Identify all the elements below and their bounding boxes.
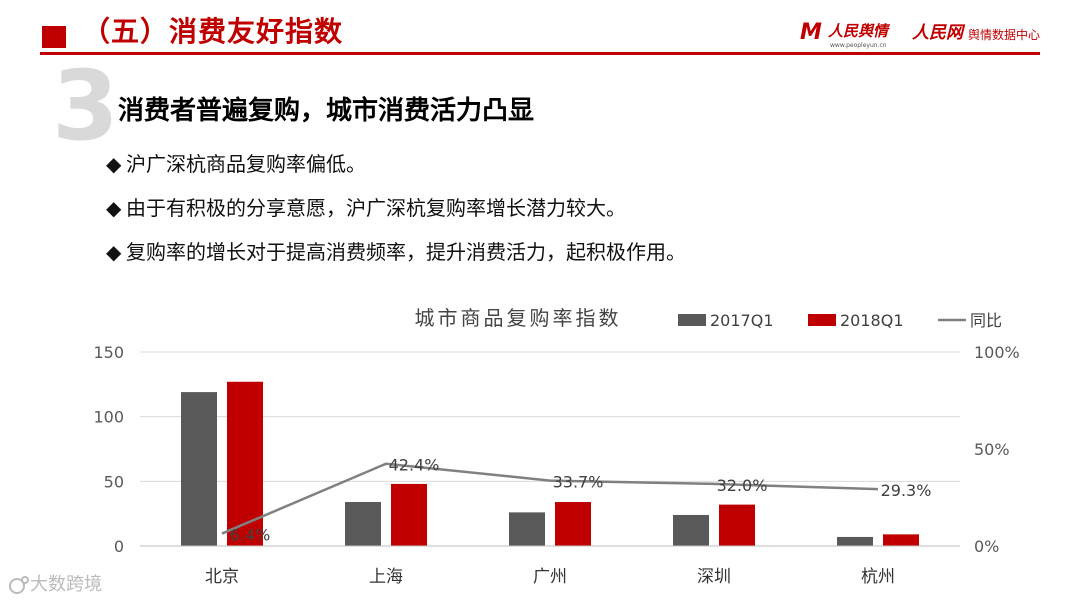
- bullet-text: 沪广深杭商品复购率偏低。: [126, 152, 366, 176]
- header-square-icon: [42, 26, 66, 48]
- section-heading: 消费者普遍复购，城市消费活力凸显: [118, 96, 535, 126]
- data-label: 6.4%: [230, 526, 271, 545]
- watermark-text: 大数跨境: [30, 574, 102, 595]
- bar-2018Q1: [719, 504, 755, 546]
- data-label: 29.3%: [881, 481, 932, 500]
- people-yuqing-logo: M 人民舆情 www.peopleyun.cn: [800, 14, 900, 49]
- bar-2018Q1: [391, 483, 427, 546]
- bullet-item: ◆ 复购率的增长对于提高消费频率，提升消费活力，起积极作用。: [106, 236, 686, 280]
- watermark: 大数跨境: [8, 570, 102, 596]
- bar-2018Q1: [555, 502, 591, 546]
- chart-labels: 6.4% 42.4% 33.7% 32.0% 29.3%: [230, 456, 932, 545]
- x-tick-label: 深圳: [697, 567, 731, 587]
- people-net-logo: 人民网 舆情数据中心: [912, 16, 1042, 46]
- diamond-bullet-icon: ◆: [106, 240, 122, 264]
- header-divider: [40, 52, 1040, 55]
- bar-2017Q1: [181, 392, 217, 546]
- bullet-item: ◆ 由于有积极的分享意愿，沪广深杭复购率增长潜力较大。: [106, 192, 686, 236]
- y-right-tick-label: 100%: [974, 343, 1020, 362]
- x-tick-label: 杭州: [861, 567, 895, 587]
- bullet-item: ◆ 沪广深杭商品复购率偏低。: [106, 148, 686, 192]
- y-left-tick-label: 150: [93, 343, 124, 362]
- repurchase-chart: 6.4% 42.4% 33.7% 32.0% 29.3% 0 50 100 150 0% 50% 1…: [93, 306, 1019, 587]
- legend-label: 同比: [970, 311, 1002, 330]
- bar-2018Q1: [883, 534, 919, 546]
- section-number: 3: [52, 50, 119, 162]
- chart-axes: 0 50 100 150 0% 50% 100% 北京 上海 广州 深圳 杭州: [93, 343, 1019, 587]
- y-left-tick-label: 50: [104, 472, 124, 491]
- bar-2017Q1: [673, 514, 709, 546]
- chart-bars: [181, 381, 919, 546]
- legend-label: 2018Q1: [840, 311, 904, 330]
- data-label: 32.0%: [717, 476, 768, 495]
- bar-2017Q1: [837, 536, 873, 546]
- weibo-icon: [8, 575, 30, 595]
- legend-label: 2017Q1: [710, 311, 774, 330]
- logo-mark-icon: M: [800, 20, 822, 45]
- data-label: 33.7%: [553, 473, 604, 492]
- x-tick-label: 北京: [205, 567, 239, 587]
- bullet-list: ◆ 沪广深杭商品复购率偏低。 ◆ 由于有积极的分享意愿，沪广深杭复购率增长潜力较大。…: [106, 148, 686, 280]
- yoy-line: [221, 462, 879, 535]
- x-tick-label: 广州: [533, 567, 567, 587]
- slide-header: （五）消费友好指数 M 人民舆情 www.peopleyun.cn 人民网 舆情…: [0, 0, 1080, 58]
- bar-2018Q1: [227, 381, 263, 546]
- legend-swatch-2017Q1: [678, 314, 706, 326]
- section-title: （五）消费友好指数: [82, 15, 344, 48]
- y-left-tick-label: 100: [93, 408, 124, 427]
- logo2-subtitle: 舆情数据中心: [968, 28, 1041, 42]
- bar-2017Q1: [345, 502, 381, 546]
- y-left-tick-label: 0: [114, 537, 124, 556]
- bar-2017Q1: [509, 512, 545, 546]
- bullet-text: 复购率的增长对于提高消费频率，提升消费活力，起积极作用。: [126, 240, 686, 264]
- y-right-tick-label: 50%: [974, 440, 1010, 459]
- logo-name: 人民舆情: [828, 22, 889, 40]
- chart-title: 城市商品复购率指数: [415, 306, 622, 330]
- chart-legend: 2017Q1 2018Q1 同比: [678, 311, 1002, 330]
- logo2-name: 人民网: [912, 23, 963, 43]
- diamond-bullet-icon: ◆: [106, 152, 122, 176]
- diamond-bullet-icon: ◆: [106, 196, 122, 220]
- legend-swatch-2018Q1: [808, 314, 836, 326]
- x-tick-label: 上海: [369, 567, 403, 587]
- y-right-tick-label: 0%: [974, 537, 999, 556]
- bullet-text: 由于有积极的分享意愿，沪广深杭复购率增长潜力较大。: [126, 196, 626, 220]
- data-label: 42.4%: [389, 456, 440, 475]
- logo-url: www.peopleyun.cn: [830, 42, 887, 49]
- chart-line: [221, 462, 879, 535]
